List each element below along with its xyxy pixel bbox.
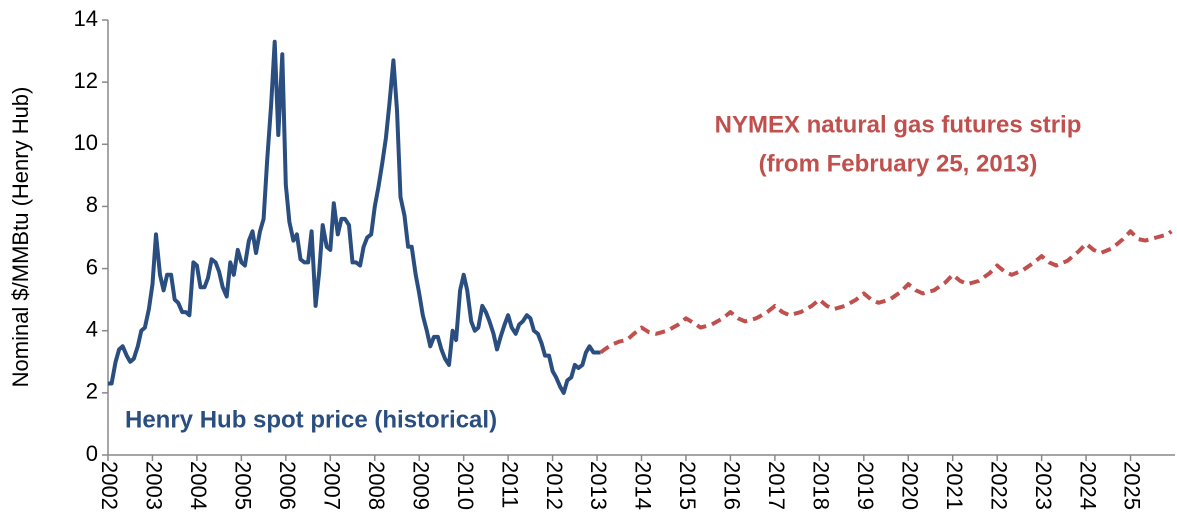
x-tick-label: 2008 bbox=[364, 461, 389, 510]
x-tick-label: 2024 bbox=[1075, 461, 1100, 510]
x-tick-label: 2023 bbox=[1031, 461, 1056, 510]
y-tick-label: 2 bbox=[86, 379, 98, 404]
x-tick-label: 2010 bbox=[453, 461, 478, 510]
y-tick-label: 12 bbox=[74, 68, 98, 93]
x-tick-label: 2014 bbox=[631, 461, 656, 510]
series-line bbox=[108, 39, 601, 395]
y-tick-label: 10 bbox=[74, 130, 98, 155]
x-tick-label: 2003 bbox=[142, 461, 167, 510]
x-tick-label: 2021 bbox=[942, 461, 967, 510]
x-tick-label: 2005 bbox=[231, 461, 256, 510]
y-tick-label: 6 bbox=[86, 254, 98, 279]
series-label: NYMEX natural gas futures strip bbox=[715, 111, 1082, 138]
x-tick-label: 2015 bbox=[675, 461, 700, 510]
series-line bbox=[599, 229, 1173, 355]
x-tick-label: 2016 bbox=[720, 461, 745, 510]
x-tick-label: 2013 bbox=[586, 461, 611, 510]
x-tick-label: 2017 bbox=[764, 461, 789, 510]
x-tick-label: 2020 bbox=[897, 461, 922, 510]
x-tick-label: 2012 bbox=[542, 461, 567, 510]
x-tick-label: 2019 bbox=[853, 461, 878, 510]
x-tick-label: 2022 bbox=[986, 461, 1011, 510]
x-tick-label: 2006 bbox=[275, 461, 300, 510]
x-tick-label: 2004 bbox=[186, 461, 211, 510]
x-tick-label: 2002 bbox=[97, 461, 122, 510]
y-tick-label: 4 bbox=[86, 317, 98, 342]
y-tick-label: 14 bbox=[74, 6, 98, 31]
y-tick-label: 0 bbox=[86, 441, 98, 466]
x-tick-label: 2018 bbox=[809, 461, 834, 510]
x-tick-label: 2011 bbox=[497, 461, 522, 508]
y-tick-label: 8 bbox=[86, 192, 98, 217]
annotation: (from February 25, 2013) bbox=[759, 150, 1038, 177]
x-tick-label: 2009 bbox=[408, 461, 433, 510]
y-axis-title: Nominal $/MMBtu (Henry Hub) bbox=[8, 87, 33, 388]
x-tick-label: 2007 bbox=[319, 461, 344, 510]
series-label: Henry Hub spot price (historical) bbox=[125, 406, 497, 433]
x-tick-label: 2025 bbox=[1120, 461, 1145, 510]
